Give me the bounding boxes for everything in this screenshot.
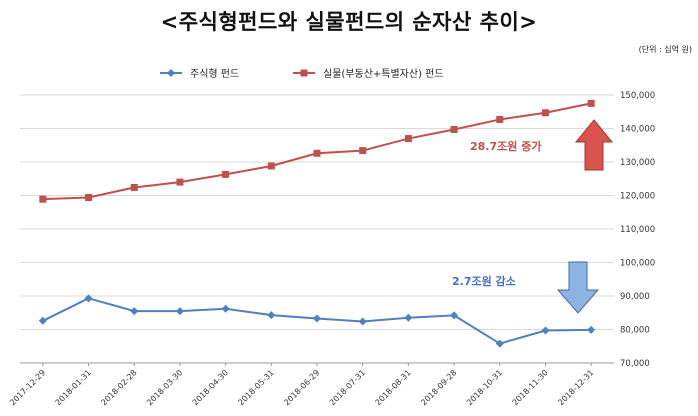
- x-tick-label: 2018-09-28: [419, 368, 458, 407]
- x-tick-label: 2018-03-30: [145, 368, 184, 407]
- data-point-real-asset: [130, 183, 138, 191]
- legend-marker-real-asset: [300, 69, 308, 77]
- y-axis-ticks: 70,000 80,000 90,000 100,000 110,000 120,000 1…: [620, 91, 655, 369]
- x-tick-label: 2018-07-31: [328, 368, 367, 407]
- legend-marker-equity: [167, 69, 175, 77]
- data-point-real-asset: [450, 126, 458, 134]
- x-tick-label: 2018-02-28: [99, 368, 138, 407]
- legend: 주식형 펀드 실물(부동산+특별자산) 펀드: [160, 68, 444, 80]
- data-point-real-asset: [404, 135, 412, 143]
- data-point-real-asset: [496, 115, 504, 123]
- y-tick-label: 150,000: [620, 91, 655, 101]
- data-point-equity: [404, 313, 413, 322]
- data-point-real-asset: [541, 109, 549, 117]
- y-tick-label: 130,000: [620, 158, 655, 168]
- chart-title: <주식형펀드와 실물펀드의 순자산 추이>: [160, 10, 538, 34]
- x-axis-ticks: 2017-12-29 2018-01-31 2018-02-28 2018-03-30…: [8, 363, 596, 407]
- data-point-equity: [221, 304, 230, 313]
- data-point-real-asset: [222, 170, 230, 178]
- data-point-equity: [175, 307, 184, 316]
- data-point-equity: [450, 311, 459, 320]
- annotation-decrease-text: 2.7조원 감소: [452, 274, 516, 288]
- series-layer: [38, 99, 596, 348]
- down-arrow-icon: [556, 261, 600, 314]
- data-point-equity: [541, 326, 550, 335]
- annotation-increase-text: 28.7조원 증가: [470, 139, 541, 153]
- y-tick-label: 110,000: [620, 225, 655, 235]
- data-point-equity: [84, 294, 93, 303]
- y-tick-label: 90,000: [620, 292, 650, 302]
- unit-label: (단위 : 십억 원): [638, 45, 692, 54]
- data-point-real-asset: [85, 194, 93, 202]
- y-tick-label: 70,000: [620, 359, 650, 369]
- data-point-equity: [495, 339, 504, 348]
- data-point-equity: [267, 311, 276, 320]
- y-tick-label: 100,000: [620, 259, 655, 269]
- x-tick-label: 2018-08-31: [374, 368, 413, 407]
- legend-label-real-asset: 실물(부동산+특별자산) 펀드: [323, 68, 444, 80]
- gridlines: [20, 94, 614, 364]
- legend-label-equity: 주식형 펀드: [190, 68, 239, 80]
- data-point-equity: [587, 325, 596, 334]
- y-tick-label: 120,000: [620, 192, 655, 202]
- data-point-real-asset: [39, 195, 47, 203]
- data-point-equity: [313, 314, 321, 323]
- x-tick-label: 2018-05-31: [236, 368, 275, 407]
- data-point-real-asset: [587, 99, 595, 107]
- data-point-real-asset: [359, 147, 367, 155]
- data-point-equity: [358, 317, 367, 326]
- x-tick-label: 2018-04-30: [191, 368, 230, 407]
- x-tick-label: 2018-06-29: [282, 368, 321, 407]
- data-point-real-asset: [267, 162, 275, 170]
- y-tick-label: 80,000: [620, 326, 650, 336]
- data-point-real-asset: [313, 149, 321, 157]
- x-tick-label: 2018-12-31: [556, 368, 595, 407]
- x-tick-label: 2018-01-31: [54, 368, 93, 407]
- data-point-real-asset: [176, 178, 184, 186]
- x-tick-label: 2017-12-29: [8, 368, 47, 407]
- x-tick-label: 2018-10-31: [465, 368, 504, 407]
- data-point-equity: [38, 316, 47, 325]
- x-tick-label: 2018-11-30: [511, 368, 550, 407]
- annotation-increase: 28.7조원 증가: [470, 119, 614, 171]
- up-arrow-icon: [574, 119, 614, 171]
- y-tick-label: 140,000: [620, 125, 655, 135]
- annotation-decrease: 2.7조원 감소: [452, 261, 600, 314]
- data-point-equity: [130, 307, 139, 316]
